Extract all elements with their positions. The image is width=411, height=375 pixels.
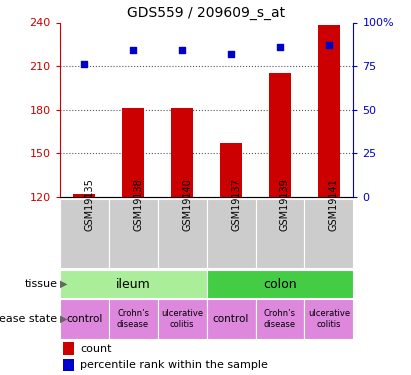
Bar	[305, 199, 353, 268]
Text: ileum: ileum	[115, 278, 150, 291]
Point	[179, 47, 185, 53]
Bar	[157, 299, 206, 339]
Bar	[171, 108, 193, 197]
Text: GSM19140: GSM19140	[182, 178, 192, 231]
Point	[81, 62, 88, 68]
Text: control: control	[213, 314, 249, 324]
Text: count: count	[80, 344, 112, 354]
Title: GDS559 / 209609_s_at: GDS559 / 209609_s_at	[127, 6, 286, 20]
Text: colon: colon	[263, 278, 297, 291]
Text: GSM19141: GSM19141	[329, 178, 339, 231]
Text: Crohn’s
disease: Crohn’s disease	[117, 309, 149, 329]
Point	[277, 44, 283, 50]
Text: percentile rank within the sample: percentile rank within the sample	[80, 360, 268, 370]
Text: GSM19137: GSM19137	[231, 178, 241, 231]
Text: disease state: disease state	[0, 314, 58, 324]
Bar	[305, 299, 353, 339]
Text: control: control	[66, 314, 102, 324]
Bar	[60, 199, 109, 268]
Bar	[60, 299, 109, 339]
Bar	[122, 108, 144, 197]
Bar	[206, 199, 256, 268]
Text: GSM19135: GSM19135	[84, 178, 94, 231]
Bar	[109, 299, 157, 339]
Text: ▶: ▶	[60, 314, 68, 324]
Text: ulcerative
colitis: ulcerative colitis	[161, 309, 203, 329]
Text: GSM19139: GSM19139	[280, 178, 290, 231]
Text: Crohn’s
disease: Crohn’s disease	[264, 309, 296, 329]
Point	[130, 47, 136, 53]
Bar	[256, 299, 305, 339]
Point	[228, 51, 234, 57]
Point	[326, 42, 332, 48]
Text: GSM19138: GSM19138	[133, 178, 143, 231]
Text: ▶: ▶	[60, 279, 68, 289]
Bar	[62, 342, 74, 355]
Bar	[256, 199, 305, 268]
Bar	[318, 26, 340, 197]
Bar	[157, 199, 206, 268]
Bar	[73, 194, 95, 197]
Text: tissue: tissue	[25, 279, 58, 289]
Bar	[62, 359, 74, 372]
Bar	[60, 270, 206, 298]
Bar	[109, 199, 157, 268]
Bar	[206, 270, 353, 298]
Bar	[206, 299, 256, 339]
Bar	[269, 74, 291, 197]
Bar	[220, 143, 242, 197]
Text: ulcerative
colitis: ulcerative colitis	[308, 309, 350, 329]
